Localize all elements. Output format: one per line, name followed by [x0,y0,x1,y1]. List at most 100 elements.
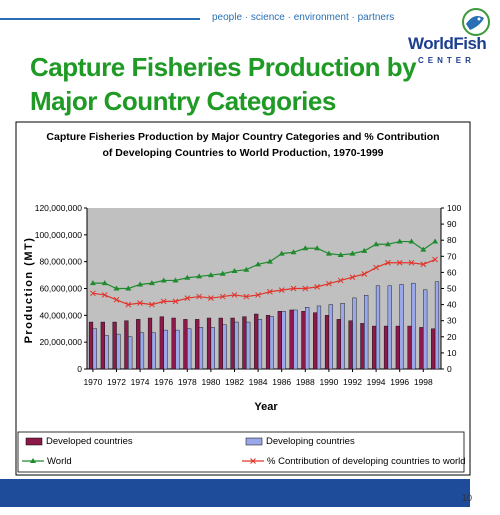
bar-developing [257,319,263,370]
world-point [278,250,285,256]
bar-developed [147,317,153,370]
bar-developed [159,316,164,370]
bar-developed [324,315,330,370]
world-point [243,266,250,272]
plot-area [87,208,441,369]
footer-band [0,479,470,507]
y-tick-label: 100,000,000 [35,230,83,240]
y-axis-label: Production (MT) [23,237,35,344]
chart-title-line1: Capture Fisheries Production by Major Co… [46,131,439,143]
bar-developed [112,321,117,370]
bar-developed [100,321,105,370]
legend: Developed countries Developing countries W… [17,431,466,473]
y-tick-label: 60,000,000 [39,284,82,294]
pct-contribution-point [290,285,297,292]
bar-developing [269,316,274,370]
bar-developed [265,315,271,370]
x-tick-label: 1984 [249,377,268,387]
bar-developed [383,325,389,370]
world-point [137,281,144,287]
chart-title-line2: of Developing Countries to World Product… [102,147,383,159]
pct-contribution-point [160,298,167,305]
y-tick-label: 80,000,000 [39,257,82,267]
y-tick-label: 40,000,000 [39,310,82,320]
world-point [361,247,368,253]
world-point [408,238,415,244]
bar-developing [246,321,251,370]
bar-developing [187,328,192,370]
world-point [420,246,427,252]
bar-developed [171,317,176,370]
bar-developed [419,327,424,370]
world-point [184,274,191,280]
bar-developing [116,333,121,370]
header-rule [0,18,200,20]
bar-developed [289,309,294,370]
bar-developed [183,319,188,370]
y-tick-label: 120,000,000 [35,203,83,213]
world-point [113,285,120,291]
legend-label: Developing countries [266,436,355,447]
world-point [89,280,96,286]
pct-contribution-point [90,290,96,297]
bar-developing [139,332,145,370]
bar-developing [375,285,381,370]
bar-developed [372,325,377,370]
pct-contribution-point [184,295,191,302]
bar-developing [352,297,357,370]
bar-developed [336,319,341,370]
world-point [314,245,321,251]
pct-contribution-point [113,296,120,303]
bar-developing [104,335,109,370]
pct-contribution-point [243,293,250,300]
x-tick-label: 1994 [367,377,386,387]
bar-developing [210,327,215,370]
slide-title-line2: Major Country Categories [30,86,336,116]
bar-developing [364,295,369,370]
bar-developing [281,311,286,370]
world-point [384,241,391,247]
bar-developed [360,323,365,370]
pct-contribution-point [337,277,344,284]
world-point [160,277,167,283]
world-point [396,238,403,244]
production-chart: Capture Fisheries Production by Major Co… [15,121,471,476]
pct-contribution-point [219,293,226,300]
bar-developing [293,309,298,370]
pct-contribution-point [385,259,391,266]
world-point [325,250,332,256]
pct-contribution-point [231,292,238,298]
pct-contribution-point [302,285,309,292]
pct-contribution-point [349,274,356,281]
y2-tick-label: 40 [447,300,457,310]
world-point [125,285,132,291]
fish-logo-icon [462,8,490,36]
bar-developed [88,321,94,370]
bar-developing [399,284,404,370]
x-tick-label: 1974 [131,377,150,387]
bar-developed [313,312,318,370]
y2-tick-label: 90 [447,219,457,229]
slide-title-line1: Capture Fisheries Production by [30,52,417,82]
logo-subtitle: CENTER [418,56,475,65]
y2-tick-label: 30 [447,316,457,326]
world-point [373,241,380,247]
legend-label: World [47,456,72,467]
bar-developing [340,303,345,370]
bar-developed [136,319,141,370]
bar-developed [124,320,129,370]
slide-title: Capture Fisheries Production by Major Co… [30,50,417,118]
bar-developing [92,328,97,370]
pct-contribution-point [314,284,320,290]
bar-developing [423,289,428,370]
world-point [196,273,203,279]
legend-swatch-marker [30,458,36,463]
x-tick-label: 1986 [272,377,291,387]
world-point [302,245,309,251]
pct-contribution-point [420,261,427,268]
y-tick-label: 0 [77,364,82,374]
bar-developing [328,304,333,370]
logo-wordmark: WorldFish [408,34,487,53]
world-point [337,251,344,257]
world-point [101,280,108,286]
